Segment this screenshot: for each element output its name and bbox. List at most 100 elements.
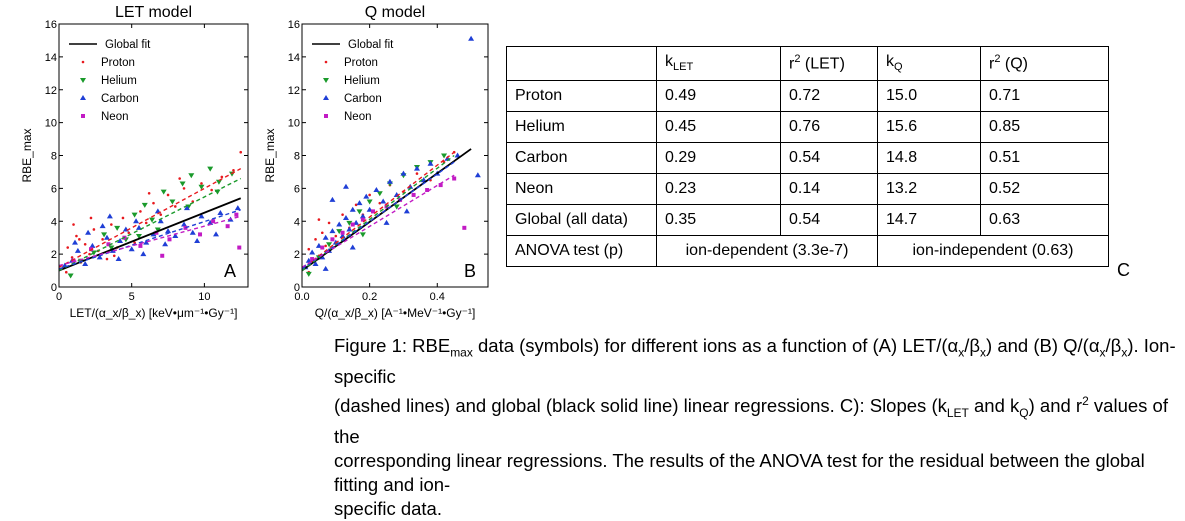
data-point-proton: [368, 193, 371, 197]
legend-entry: Global fit: [105, 39, 151, 51]
data-point-proton: [121, 216, 125, 220]
data-point-helium: [114, 225, 121, 231]
data-point-carbon: [468, 35, 475, 41]
cell-r2-let: 0.76: [780, 111, 878, 143]
data-point-neon: [411, 192, 416, 197]
cell-r2-q: 0.85: [980, 111, 1109, 143]
cell-k-q: 14.8: [877, 142, 981, 174]
data-point-neon: [371, 209, 376, 214]
data-point-helium: [135, 234, 142, 240]
header-k-let: kLET: [656, 46, 781, 81]
data-point-proton: [232, 168, 235, 172]
data-point-proton: [327, 221, 331, 225]
data-point-carbon: [305, 257, 312, 263]
data-point-helium: [108, 245, 115, 251]
data-point-proton: [415, 172, 419, 175]
data-point-carbon: [165, 228, 172, 234]
header-k-q: kQ: [877, 46, 981, 81]
data-point-neon: [330, 237, 335, 242]
y-tick-label: 16: [45, 19, 57, 31]
cell-k-let: 0.23: [656, 173, 781, 205]
data-point-neon: [237, 245, 242, 250]
cell-k-q: 13.2: [877, 173, 981, 205]
data-point-carbon: [183, 205, 190, 211]
legend-marker: [81, 114, 85, 118]
data-point-helium: [188, 173, 195, 179]
data-point-carbon: [103, 234, 110, 240]
data-point-carbon: [342, 183, 349, 189]
data-point-proton: [83, 242, 87, 246]
x-tick-label: 0.4: [430, 291, 445, 303]
data-point-proton: [307, 247, 311, 251]
data-point-carbon: [322, 234, 329, 240]
cell-r2-let: 0.54: [780, 204, 878, 236]
data-point-helium: [366, 199, 373, 205]
cell-r2-q: 0.51: [980, 142, 1109, 174]
data-point-helium: [376, 191, 383, 197]
caption-line-3: corresponding linear regressions. The re…: [334, 449, 1145, 495]
cell-r2-let: 0.54: [780, 142, 878, 174]
legend-entry: Global fit: [348, 39, 394, 51]
y-tick-label: 6: [51, 183, 57, 195]
data-point-proton: [220, 175, 224, 179]
legend-marker: [81, 60, 85, 64]
data-point-helium: [215, 179, 222, 185]
fit-line-proton: [302, 151, 455, 270]
data-point-neon: [234, 212, 239, 217]
x-axis-label: LET/(α_x/β_x) [keV•μm⁻¹•Gy⁻¹]: [70, 306, 238, 320]
data-point-carbon: [189, 229, 196, 235]
data-point-neon: [340, 230, 345, 235]
data-point-carbon: [234, 205, 241, 211]
data-point-helium: [346, 220, 353, 226]
data-point-helium: [441, 153, 448, 159]
cell-k-let: 0.49: [656, 80, 781, 112]
data-point-carbon: [71, 239, 78, 245]
header-r2-let: r2 (LET): [780, 46, 878, 81]
y-tick-label: 10: [45, 118, 57, 130]
caption-line-4: specific data.: [334, 497, 442, 519]
figure-caption: Figure 1: RBEmax data (symbols) for diff…: [334, 334, 1179, 521]
data-point-neon: [183, 225, 188, 230]
data-point-proton: [314, 238, 317, 241]
data-point-carbon: [115, 256, 122, 262]
data-point-proton: [178, 177, 181, 180]
let-model-chart: LET model RBE_max 0 2 4 6 8 10 12 14 16 0 5 10 LET/(α_…: [20, 4, 249, 320]
cell-k-q: 15.6: [877, 111, 981, 143]
data-point-carbon: [89, 242, 96, 248]
data-point-carbon: [413, 165, 420, 171]
data-point-neon: [225, 224, 230, 229]
data-point-proton: [133, 241, 136, 244]
data-point-proton: [152, 201, 155, 205]
data-point-proton: [70, 256, 74, 259]
data-point-carbon: [82, 260, 89, 266]
cell-r2-q: 0.71: [980, 80, 1109, 112]
data-point-proton: [78, 238, 81, 241]
x-tick-label: 0: [56, 291, 62, 303]
y-tick-label: 12: [45, 85, 57, 97]
fit-line-helium: [59, 177, 242, 272]
caption-line-2: (dashed lines) and global (black solid l…: [334, 393, 1168, 447]
cell-r2-let: 0.72: [780, 80, 878, 112]
legend-entry: Carbon: [344, 93, 382, 105]
data-point-neon: [167, 237, 172, 242]
y-tick-label: 14: [288, 52, 300, 64]
data-point-carbon: [454, 152, 461, 158]
data-point-helium: [169, 199, 176, 205]
data-point-carbon: [346, 226, 353, 232]
data-point-carbon: [427, 160, 434, 166]
data-point-proton: [174, 205, 177, 208]
data-point-helium: [179, 181, 186, 187]
anova-row: ANOVA test (p) ion-dependent (3.3e-7) io…: [506, 235, 1109, 267]
table-row: Helium 0.45 0.76 15.6 0.85: [506, 111, 1109, 143]
data-point-proton: [210, 188, 213, 192]
y-tick-label: 16: [288, 19, 300, 31]
legend-entry: Proton: [344, 57, 378, 69]
row-label: Helium: [506, 111, 657, 143]
data-point-carbon: [356, 200, 363, 206]
data-point-neon: [198, 232, 203, 237]
legend-entry: Proton: [101, 57, 135, 69]
data-point-neon: [106, 242, 111, 247]
data-point-carbon: [474, 172, 481, 178]
fit-line-global: [59, 197, 242, 272]
y-axis-label: RBE_max: [263, 128, 277, 182]
